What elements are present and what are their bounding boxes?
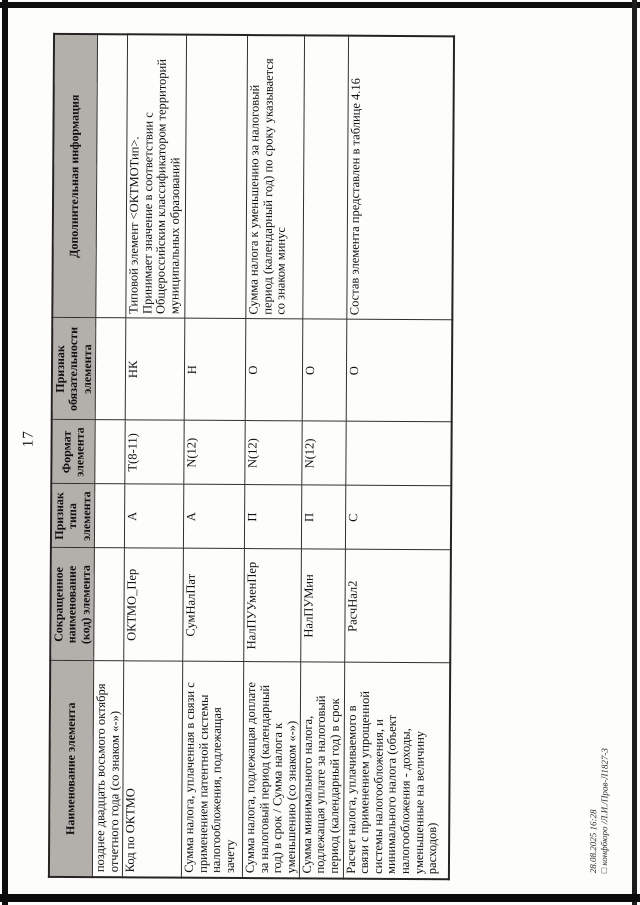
cell-3-name: Сумма налога, подлежащая доплате за нало…: [242, 661, 300, 878]
cell-1-type: А: [124, 483, 184, 549]
table-row: Код по ОКТМО ОКТМО_Пер А Т(8-11) НК Типо…: [122, 33, 187, 878]
cell-1-code: ОКТМО_Пер: [123, 547, 184, 662]
cell-0-info: [95, 33, 128, 318]
scan-edge-left: [2, 0, 8, 905]
cell-1-info: Типовой элемент <ОКТМОТип>. Принимает зн…: [125, 33, 187, 319]
cell-5-required: О: [345, 319, 452, 422]
table-header-row: Наименование элемента Сокращенное наимен…: [48, 33, 98, 877]
cell-4-code: НалПУМин: [299, 548, 345, 663]
header-element-info: Дополнительная информация: [51, 33, 98, 318]
cell-2-info: [184, 34, 248, 319]
cell-1-name: Код по ОКТМО: [122, 660, 183, 878]
cell-4-required: О: [301, 318, 346, 422]
cell-5-code: РасчНал2: [343, 549, 451, 663]
header-element-format: Формат элемента: [50, 419, 95, 484]
scan-edge-top: [0, 2, 640, 8]
cell-3-code: НалПУУменПер: [243, 548, 301, 662]
cell-4-format: N(12): [300, 420, 346, 486]
cell-2-code: СумНалПат: [182, 548, 245, 662]
cell-3-info: Сумма налога к уменьшению за налоговый п…: [245, 34, 304, 319]
table-row: Сумма налога, уплаченная в связи с приме…: [181, 34, 248, 878]
table-row: Расчет налога, уплачиваемого в связи с п…: [342, 35, 454, 879]
page-number: 17: [20, 429, 37, 447]
stamp-fileref: □ конфбюро /Л.И./Прав-Л1827-3: [598, 747, 610, 873]
print-stamp: 28.08.2025 16:28 □ конфбюро /Л.И./Прав-Л…: [587, 748, 610, 873]
cell-2-required: Н: [183, 318, 246, 421]
cell-1-required: НК: [124, 317, 185, 421]
cell-4-info: [301, 34, 348, 320]
cell-2-type: А: [183, 484, 245, 549]
cell-3-required: О: [244, 318, 302, 421]
header-element-code: Сокращенное наименование (код) элемента: [49, 547, 95, 661]
cell-4-type: П: [300, 484, 345, 550]
cell-2-name: Сумма налога, уплаченная в связи с приме…: [181, 661, 244, 878]
stamp-datetime: 28.08.2025 16:28: [587, 808, 598, 873]
table-row: позднее двадцать восьмого октября отчетн…: [92, 33, 128, 877]
elements-table: Наименование элемента Сокращенное наимен…: [47, 32, 455, 880]
table-row: Сумма налога, подлежащая доплате за нало…: [242, 34, 304, 878]
table-row: Сумма минимального налога, подлежащая уп…: [298, 34, 348, 879]
header-element-type: Признак типа элемента: [50, 483, 95, 548]
cell-0-name: позднее двадцать восьмого октября отчетн…: [92, 660, 124, 877]
cell-0-type: [94, 483, 125, 548]
cell-5-format: [344, 421, 452, 486]
cell-1-format: Т(8-11): [124, 419, 184, 485]
scan-edge-bottom: [0, 894, 640, 902]
header-element-required: Признак обязательности элемента: [51, 317, 96, 420]
header-element-name: Наименование элемента: [48, 660, 94, 877]
cell-4-name: Сумма минимального налога, подлежащая уп…: [298, 661, 344, 879]
cell-3-type: П: [244, 484, 301, 549]
cell-0-required: [94, 317, 126, 420]
scan-edge-right: [632, 0, 637, 905]
cell-5-info: Состав элемента представлен в таблице 4.…: [345, 35, 454, 320]
cell-3-format: N(12): [244, 420, 302, 485]
cell-0-format: [94, 419, 125, 484]
cell-5-name: Расчет налога, уплачиваемого в связи с п…: [342, 662, 450, 879]
cell-2-format: N(12): [183, 420, 245, 485]
cell-5-type: С: [344, 485, 451, 550]
cell-0-code: [93, 547, 125, 661]
